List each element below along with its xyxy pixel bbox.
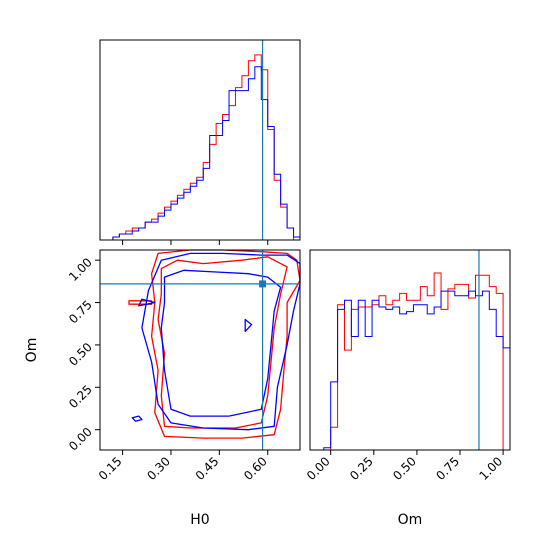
contour-series-1-inner xyxy=(160,269,282,417)
histogram-h0-series-0 xyxy=(100,54,300,241)
contour-panel-h0-om: 0.15 0.30 0.45 0.60 0.00 0.25 0.50 0.75 1.00 H0… xyxy=(24,249,301,528)
contour-series-1-outer xyxy=(141,252,301,431)
contour-series-1-island-2 xyxy=(244,318,253,333)
histogram-panel-h0 xyxy=(99,39,301,245)
contour-series-0-inner xyxy=(157,256,288,429)
truth-marker xyxy=(259,280,267,288)
histogram-om-xtick-label-2: 0.50 xyxy=(390,454,419,483)
contour-series-0-outer xyxy=(150,249,301,439)
histogram-om-xtick-label-3: 0.75 xyxy=(433,454,462,483)
histogram-om-xtick-label-4: 1.00 xyxy=(476,454,505,483)
y-axis-label-om: Om xyxy=(24,338,40,363)
histogram-om-series-1 xyxy=(316,290,511,451)
contour-ytick-label-0: 0.00 xyxy=(66,425,95,454)
x-axis-label-om: Om xyxy=(398,512,423,528)
contour-ytick-label-1: 0.25 xyxy=(66,382,95,411)
histogram-h0-series-1 xyxy=(100,66,301,241)
histogram-om-series-0 xyxy=(330,272,504,450)
contour-frame xyxy=(99,249,301,451)
contour-xtick-label-1: 0.30 xyxy=(144,454,173,483)
contour-ytick-label-3: 0.75 xyxy=(66,298,95,327)
contour-ytick-label-4: 1.00 xyxy=(66,255,95,284)
contour-ytick-label-2: 0.50 xyxy=(66,340,95,369)
contour-xtick-label-2: 0.45 xyxy=(193,454,222,483)
histogram-om-xtick-label-1: 0.25 xyxy=(347,454,376,483)
x-axis-label-h0: H0 xyxy=(190,512,209,528)
histogram-panel-om: 0.00 0.25 0.50 0.75 1.00 Om xyxy=(304,249,511,528)
contour-xtick-label-0: 0.15 xyxy=(96,454,125,483)
contour-series-1-island-0 xyxy=(131,415,143,422)
contour-series-1-island-1 xyxy=(138,298,156,307)
histogram-frame-h0 xyxy=(99,39,301,241)
histogram-om-xtick-label-0: 0.00 xyxy=(304,454,333,483)
contour-xtick-label-3: 0.60 xyxy=(241,454,270,483)
histogram-frame-om xyxy=(309,249,511,451)
